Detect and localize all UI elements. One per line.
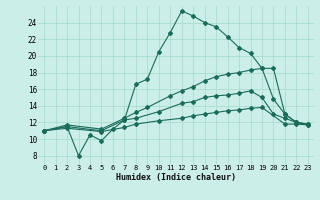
X-axis label: Humidex (Indice chaleur): Humidex (Indice chaleur) <box>116 173 236 182</box>
